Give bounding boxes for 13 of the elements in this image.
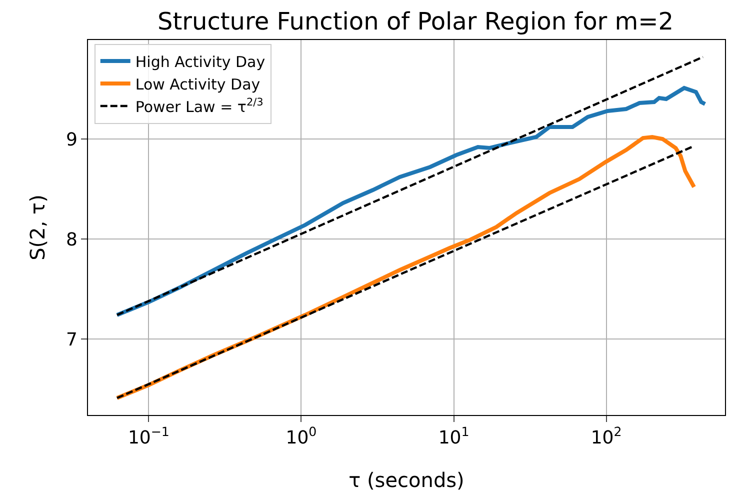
legend-label: High Activity Day [135, 52, 266, 71]
legend-label: Low Activity Day [135, 75, 260, 94]
x-tick-label: 10$^{0}$ [286, 424, 317, 449]
chart-title: Structure Function of Polar Region for m=2 [157, 7, 674, 36]
x-tick-label: 10$^{2}$ [590, 424, 622, 449]
x-tick-label: 10$^{−1}$ [128, 424, 170, 449]
y-tick-label: 9 [66, 129, 78, 150]
y-tick-label: 8 [66, 229, 78, 250]
legend-label: Power Law = τ$^{2/3}$ [135, 96, 264, 116]
y-axis-title: S(2, τ) [25, 194, 50, 260]
y-tick-label: 7 [66, 329, 78, 350]
x-tick-label: 10$^{1}$ [438, 424, 470, 449]
x-axis-title: τ (seconds) [348, 468, 464, 492]
